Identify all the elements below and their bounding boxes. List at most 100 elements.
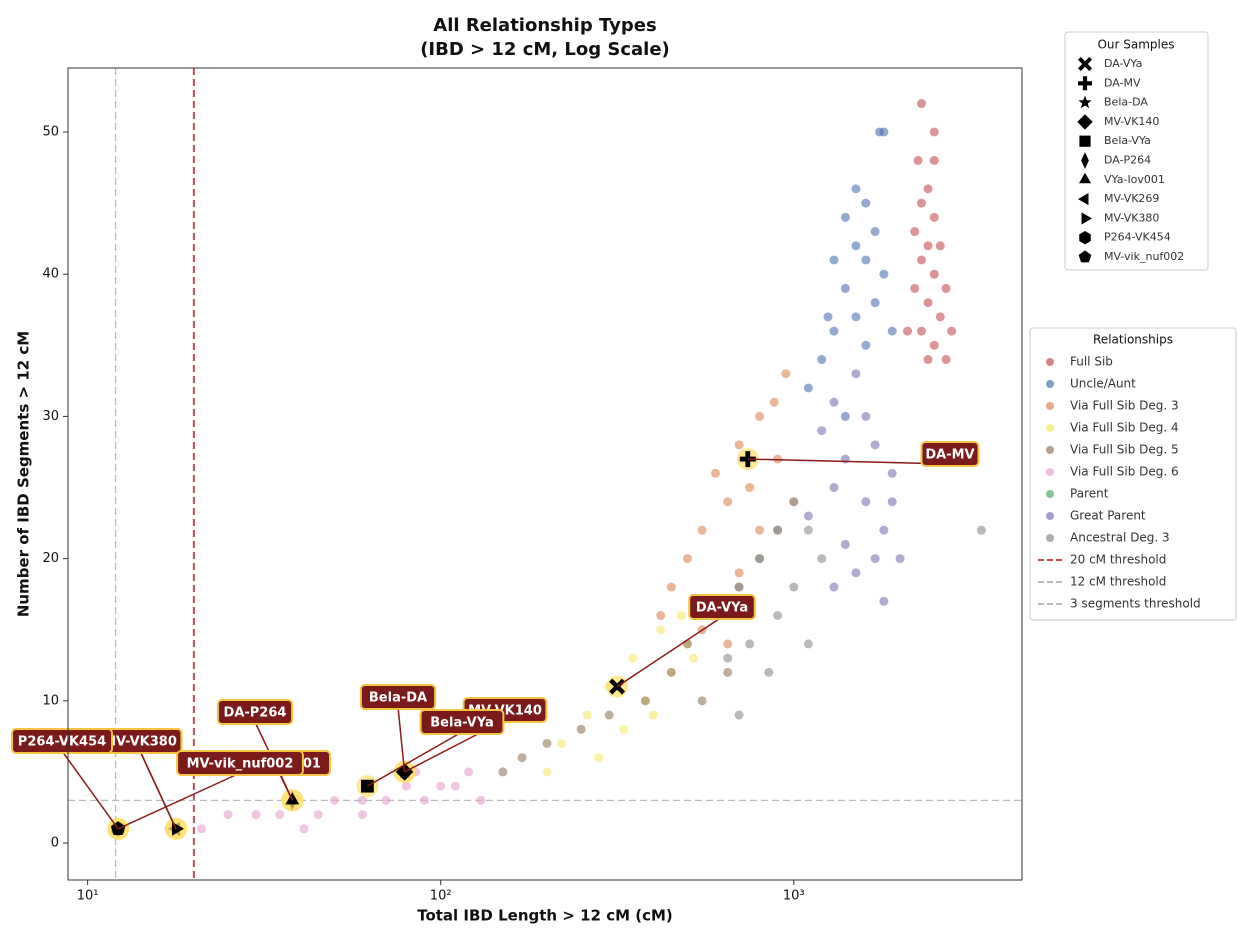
legend-marker [1079, 135, 1091, 147]
annotation-box [688, 594, 756, 620]
annotation-box [176, 750, 304, 776]
annotation-label: Bela-VYa [430, 716, 493, 731]
point [723, 667, 733, 677]
y-tick-label: 40 [42, 267, 59, 282]
legend-marker [1046, 402, 1054, 410]
y-tick-label: 50 [42, 124, 59, 139]
annotation-arrow [139, 750, 177, 830]
legend-marker [1078, 95, 1092, 109]
point [734, 440, 744, 450]
point [666, 667, 676, 677]
point [861, 497, 871, 507]
legend-label: MV-VK380 [1104, 211, 1159, 224]
annotation-box [920, 441, 980, 467]
samples-legend-title: Our Samples [1097, 38, 1174, 52]
point [947, 326, 957, 336]
samples-legend-box [1064, 31, 1209, 271]
point [851, 184, 861, 194]
legend-label: 3 segments threshold [1070, 597, 1201, 611]
point [913, 155, 923, 165]
annotation-label: DA-P264 [224, 706, 287, 721]
point [789, 497, 799, 507]
point [923, 184, 933, 194]
point [723, 639, 733, 649]
point [851, 241, 861, 251]
legend-marker [1046, 380, 1054, 388]
annotation-label: DA-VYa [696, 601, 748, 616]
legend-label: Uncle/Aunt [1070, 377, 1136, 391]
point [851, 369, 861, 379]
point [916, 255, 926, 265]
point [450, 781, 460, 791]
legend-label: 12 cM threshold [1070, 575, 1166, 589]
annotation-box [359, 684, 437, 710]
legend-label: VYa-Iov001 [1104, 173, 1165, 186]
legend-label: Via Full Sib Deg. 3 [1070, 399, 1179, 413]
point [879, 596, 889, 606]
point [861, 255, 871, 265]
point [666, 582, 676, 592]
point [697, 696, 707, 706]
point [745, 639, 755, 649]
legend-label: Great Parent [1070, 509, 1146, 523]
point [682, 554, 692, 564]
point [640, 696, 650, 706]
annotation-label: Bela-DA [369, 691, 427, 706]
point [840, 212, 850, 222]
point [542, 767, 552, 777]
point [401, 781, 411, 791]
point [781, 369, 791, 379]
y-tick-label: 20 [42, 551, 59, 566]
legend-label: MV-VK140 [1104, 115, 1159, 128]
point [916, 99, 926, 109]
annotation-label: MV-vik_nuf002 [187, 757, 294, 772]
point [976, 525, 986, 535]
point [223, 810, 233, 820]
x-axis-label: Total IBD Length > 12 cM (cM) [417, 907, 673, 925]
legend-marker [1078, 193, 1089, 206]
point [923, 298, 933, 308]
point [764, 667, 774, 677]
y-axis-label: Number of IBD Segments > 12 cM [15, 331, 33, 617]
point [576, 724, 586, 734]
x-tick-label: 10¹ [77, 889, 99, 904]
point [498, 767, 508, 777]
y-tick-label: 30 [42, 409, 59, 424]
point [299, 824, 309, 834]
point [803, 511, 813, 521]
point [929, 269, 939, 279]
point [755, 554, 765, 564]
point [910, 227, 920, 237]
legend-label: Parent [1070, 487, 1109, 501]
annotation-box [419, 709, 505, 735]
legend-label: MV-VK269 [1104, 192, 1159, 205]
chart-subtitle: (IBD > 12 cM, Log Scale) [420, 39, 670, 60]
point [879, 269, 889, 279]
legend-label: DA-VYa [1104, 57, 1142, 70]
point [870, 227, 880, 237]
legend-label: Bela-VYa [1104, 134, 1151, 147]
point [734, 582, 744, 592]
point [723, 497, 733, 507]
chart-title: All Relationship Types [433, 15, 656, 36]
point [357, 795, 367, 805]
legend-marker [1081, 152, 1089, 169]
legend-title: Relationships [1093, 333, 1173, 347]
legend-label: Full Sib [1070, 355, 1113, 369]
point [929, 212, 939, 222]
point [557, 738, 567, 748]
point [829, 255, 839, 265]
legend-marker [1081, 212, 1092, 225]
sample-marker [285, 792, 300, 805]
point [870, 554, 880, 564]
x-tick-label: 10³ [783, 889, 805, 904]
point [604, 710, 614, 720]
annotation-arrow [616, 616, 723, 688]
legend-marker [1046, 424, 1054, 432]
point [817, 426, 827, 436]
point [329, 795, 339, 805]
legend-marker [1078, 172, 1092, 184]
point [941, 355, 951, 365]
point [929, 340, 939, 350]
